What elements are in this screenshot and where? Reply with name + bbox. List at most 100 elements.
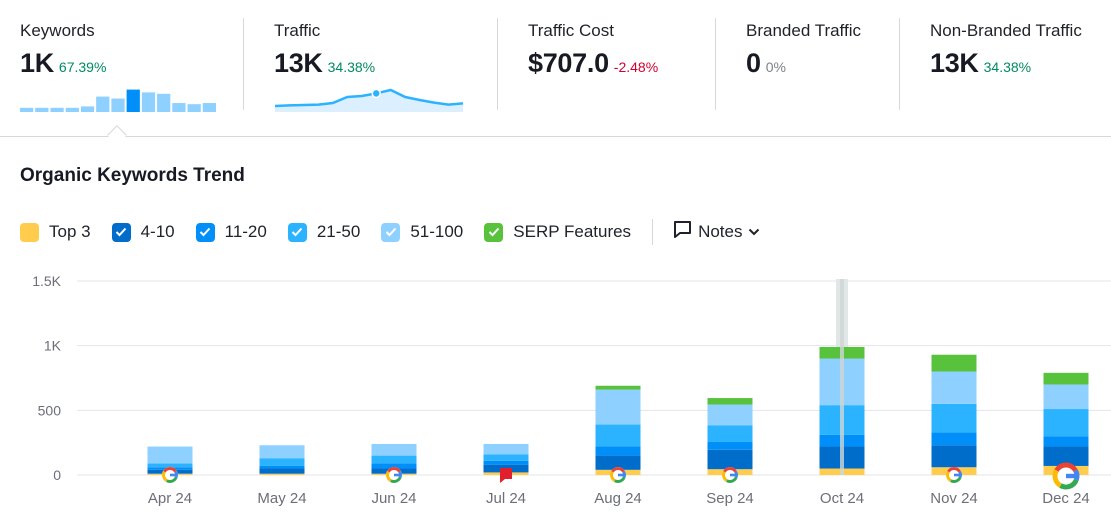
bar-segment[interactable] <box>931 403 977 433</box>
checkbox-icon[interactable] <box>484 222 504 242</box>
sparkline-bar <box>35 107 49 112</box>
metric-delta: 67.39% <box>58 59 107 75</box>
bar-segment[interactable] <box>483 454 529 461</box>
chart-legend: Top 3 4-10 11-20 21-50 51-100 SERP Featu… <box>20 219 760 245</box>
bar-segment[interactable] <box>931 445 977 468</box>
bar-segment[interactable] <box>1043 372 1089 385</box>
bar-segment[interactable] <box>595 424 641 447</box>
metric-delta: 34.38% <box>327 59 376 75</box>
bar-segment[interactable] <box>595 446 641 456</box>
legend-label: 11-20 <box>224 222 267 241</box>
metric-value: 1K <box>20 48 54 78</box>
sparkline-bar <box>157 93 171 112</box>
notes-icon <box>673 220 692 244</box>
legend-item-top-3[interactable]: Top 3 <box>20 222 91 242</box>
x-tick-label: Jun 24 <box>371 490 416 507</box>
x-tick-label: Nov 24 <box>930 490 978 507</box>
bar-segment[interactable] <box>1043 384 1089 410</box>
bar-segment[interactable] <box>147 446 193 464</box>
y-tick-label: 0 <box>53 467 61 483</box>
metric-traffic[interactable]: Traffic 13K 34.38% <box>274 0 474 112</box>
metric-value: 13K <box>274 48 323 78</box>
checkbox-icon[interactable] <box>287 222 307 242</box>
organic-keywords-trend-chart[interactable]: 0 500 1K 1.5K Apr 24 May 24 Jun 24 Jul 24 Aug 24… <box>0 262 1111 524</box>
bar-segment[interactable] <box>259 445 305 459</box>
checkbox-icon[interactable] <box>381 222 401 242</box>
bar-segment[interactable] <box>707 425 753 443</box>
flag-icon[interactable] <box>500 468 512 483</box>
google-icon[interactable] <box>722 467 738 483</box>
metric-label: Traffic <box>274 21 321 40</box>
legend-label: 51-100 <box>410 222 464 241</box>
checkbox-icon[interactable] <box>195 222 215 242</box>
metric-branded-traffic[interactable]: Branded Traffic 0 0% <box>746 0 896 112</box>
bar-segment[interactable] <box>595 389 641 425</box>
legend-item-51-100[interactable]: 51-100 <box>381 222 463 242</box>
metric-value: 0 <box>746 48 761 78</box>
metric-divider <box>715 18 716 110</box>
bar-segment[interactable] <box>931 432 977 446</box>
bar-segment[interactable] <box>147 463 193 468</box>
metric-divider <box>899 18 900 110</box>
sparkline-bar <box>65 107 79 112</box>
bar-segment[interactable] <box>707 398 753 405</box>
google-icon[interactable] <box>386 467 402 483</box>
sparkline-bar <box>126 89 140 112</box>
sparkline-bar <box>111 98 125 112</box>
bar-segment[interactable] <box>595 385 641 390</box>
google-icon[interactable] <box>1052 462 1080 490</box>
bar-segment[interactable] <box>595 455 641 470</box>
legend-item-4-10[interactable]: 4-10 <box>111 222 175 242</box>
bar-segment[interactable] <box>707 404 753 426</box>
metric-value: $707.0 <box>528 48 609 78</box>
checkbox-icon[interactable] <box>20 222 39 242</box>
sparkline-bar <box>202 103 216 112</box>
bar-segment[interactable] <box>707 449 753 470</box>
bar-segment[interactable] <box>483 460 529 465</box>
x-tick-label: Oct 24 <box>820 490 864 507</box>
checkbox-icon[interactable] <box>111 222 131 242</box>
metric-traffic-cost[interactable]: Traffic Cost $707.0 -2.48% <box>528 0 708 112</box>
metric-divider <box>497 18 498 110</box>
sparkline-bar <box>187 104 201 112</box>
bar-segment[interactable] <box>259 473 305 475</box>
bar-segment[interactable] <box>259 458 305 466</box>
bar-segment[interactable] <box>259 465 305 469</box>
bar-segment[interactable] <box>931 354 977 372</box>
sparkline-marker <box>371 88 381 99</box>
bar-segment[interactable] <box>371 455 417 464</box>
legend-item-11-20[interactable]: 11-20 <box>195 222 267 242</box>
bar-segment[interactable] <box>1043 436 1089 447</box>
google-icon[interactable] <box>610 467 626 483</box>
google-icon[interactable] <box>162 467 178 483</box>
sparkline-bar <box>80 106 95 112</box>
bar-segment[interactable] <box>259 468 305 474</box>
legend-label: 21-50 <box>316 222 361 241</box>
sparkline-bar <box>172 103 186 112</box>
metric-delta: 0% <box>765 59 786 75</box>
legend-item-serp-features[interactable]: SERP Features <box>484 222 631 242</box>
legend-item-21-50[interactable]: 21-50 <box>287 222 361 242</box>
bar-segment[interactable] <box>1043 409 1089 437</box>
bar-segment[interactable] <box>371 463 417 469</box>
metric-delta: 34.38% <box>983 59 1032 75</box>
x-tick-label: Sep 24 <box>706 490 754 507</box>
section-title: Organic Keywords Trend <box>20 165 245 186</box>
metric-non-branded-traffic[interactable]: Non-Branded Traffic 13K 34.38% <box>930 0 1110 112</box>
notes-dropdown-button[interactable]: Notes <box>673 220 760 244</box>
sparkline-bar <box>96 96 110 112</box>
bar-segment[interactable] <box>931 371 977 404</box>
x-tick-label: Aug 24 <box>594 490 642 507</box>
bar-segment[interactable] <box>483 443 529 455</box>
bar-segment[interactable] <box>707 442 753 450</box>
metric-divider <box>243 18 244 110</box>
bar-segment[interactable] <box>371 443 417 456</box>
bar-segment[interactable] <box>1043 446 1089 466</box>
metric-delta: -2.48% <box>613 59 659 75</box>
keywords-sparkline <box>20 89 216 112</box>
y-tick-label: 1K <box>44 338 62 354</box>
google-icon[interactable] <box>946 467 962 483</box>
y-tick-label: 1.5K <box>32 273 61 289</box>
metric-keywords[interactable]: Keywords 1K 67.39% <box>20 0 220 112</box>
metric-label: Non-Branded Traffic <box>930 21 1082 40</box>
